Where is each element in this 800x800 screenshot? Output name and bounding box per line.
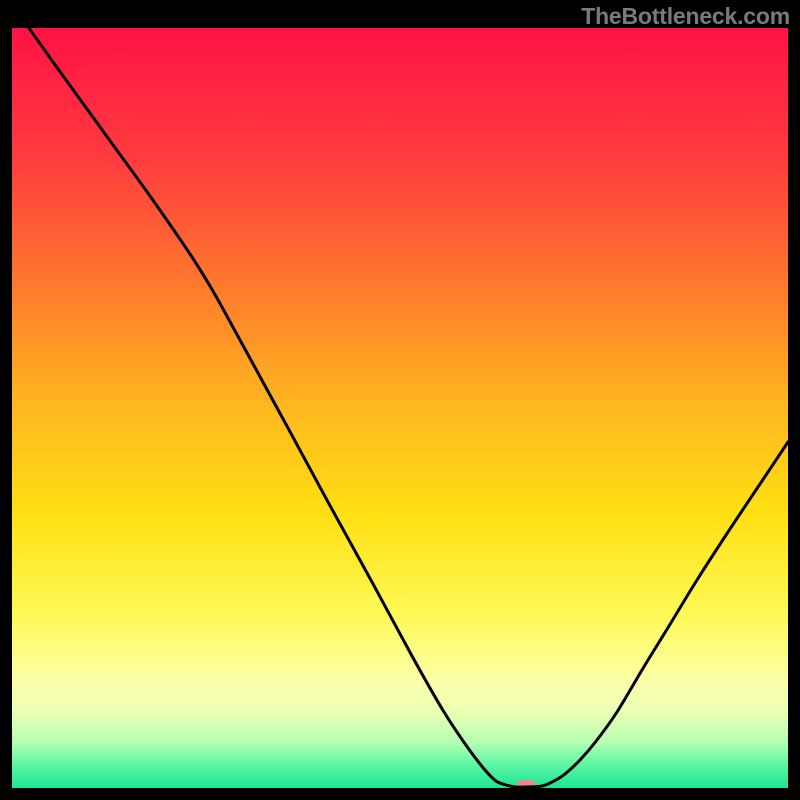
chart-stage: TheBottleneck.com <box>0 0 800 800</box>
bottleneck-curve <box>26 28 788 787</box>
plot-area <box>12 28 788 788</box>
chart-svg <box>12 28 788 788</box>
watermark-text: TheBottleneck.com <box>581 3 790 30</box>
